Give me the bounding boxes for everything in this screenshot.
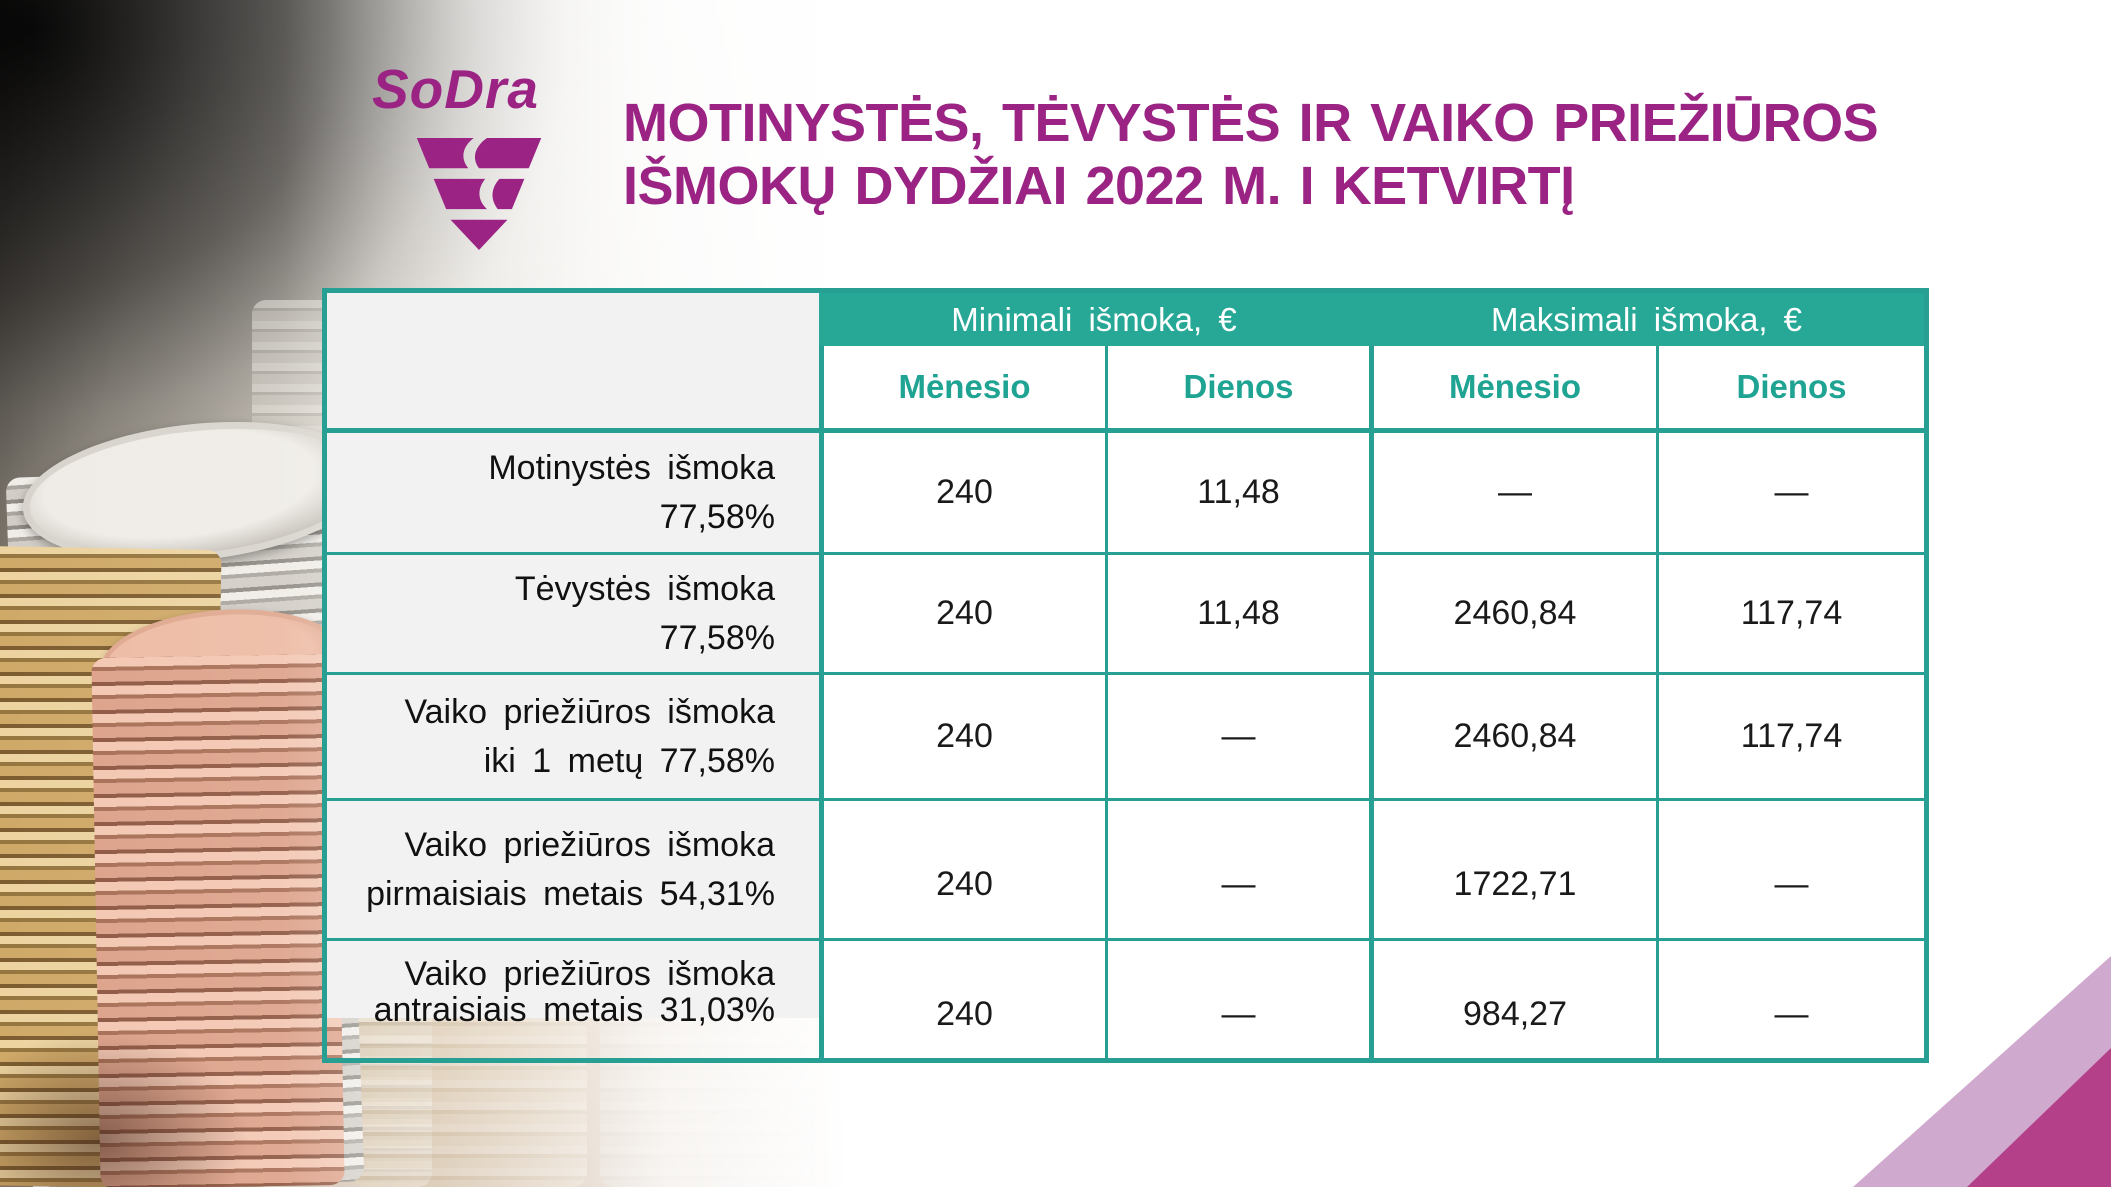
column-header-min-menesio: Mėnesio [819,346,1105,428]
column-header-maks-dienos: Dienos [1656,346,1924,428]
value-cell: — [1656,428,1924,552]
row-label-tevystes: Tėvystės išmoka 77,58% [327,552,819,672]
page-title: MOTINYSTĖS, TĖVYSTĖS IR VAIKO PRIEŽIŪROS… [623,92,1879,218]
value-cell: — [1105,938,1369,1058]
value-cell: 11,48 [1105,552,1369,672]
value-cell: 117,74 [1656,552,1924,672]
value-cell: 240 [819,672,1105,798]
value-cell: — [1656,798,1924,938]
value-cell: 240 [819,798,1105,938]
value-cell: — [1105,798,1369,938]
row-label-line1: Motinystės išmoka [488,449,775,488]
column-header-min-dienos: Dienos [1105,346,1369,428]
row-label-line2: antraisiais metais 31,03% [373,990,775,1029]
value-cell: 240 [819,552,1105,672]
value-cell: 11,48 [1105,428,1369,552]
page-title-line1: MOTINYSTĖS, TĖVYSTĖS IR VAIKO PRIEŽIŪROS [623,93,1879,153]
row-label-line2: iki 1 metų 77,58% [483,741,775,780]
sodra-logo: SoDra [372,58,582,250]
value-cell: 117,74 [1656,672,1924,798]
value-cell: — [1656,938,1924,1058]
group-header-maksimali: Maksimali išmoka, € [1369,293,1924,346]
row-label-line2: pirmaisiais metais 54,31% [366,874,775,913]
row-label-vaiko-iki-1-metu: Vaiko priežiūros išmoka iki 1 metų 77,58… [327,672,819,798]
column-header-maks-menesio: Mėnesio [1369,346,1656,428]
row-label-line2: 77,58% [659,618,775,657]
row-label-motinystes: Motinystės išmoka 77,58% [327,428,819,552]
value-cell: 2460,84 [1369,552,1656,672]
row-label-line1: Vaiko priežiūros išmoka [404,955,775,993]
value-cell: — [1105,672,1369,798]
value-cell: 1722,71 [1369,798,1656,938]
sodra-wordmark: SoDra [372,58,539,120]
value-cell: — [1369,428,1656,552]
row-label-line1: Vaiko priežiūros išmoka [404,826,775,865]
group-header-minimali: Minimali išmoka, € [819,293,1369,346]
row-label-line1: Tėvystės išmoka [514,570,775,609]
value-cell: 240 [819,428,1105,552]
row-label-vaiko-antraisiais: Vaiko priežiūros išmoka antraisiais meta… [327,938,819,1058]
row-label-line1: Vaiko priežiūros išmoka [404,693,775,732]
table-corner-cell [327,293,819,428]
benefits-table: Minimali išmoka, € Maksimali išmoka, € M… [322,288,1929,1063]
row-label-vaiko-pirmaisiais: Vaiko priežiūros išmoka pirmaisiais meta… [327,798,819,938]
value-cell: 2460,84 [1369,672,1656,798]
row-label-line2: 77,58% [659,497,775,536]
sodra-emblem-icon [416,138,542,250]
value-cell: 984,27 [1369,938,1656,1058]
value-cell: 240 [819,938,1105,1058]
page-title-line2: IŠMOKŲ DYDŽIAI 2022 M. I KETVIRTĮ [623,156,1575,217]
